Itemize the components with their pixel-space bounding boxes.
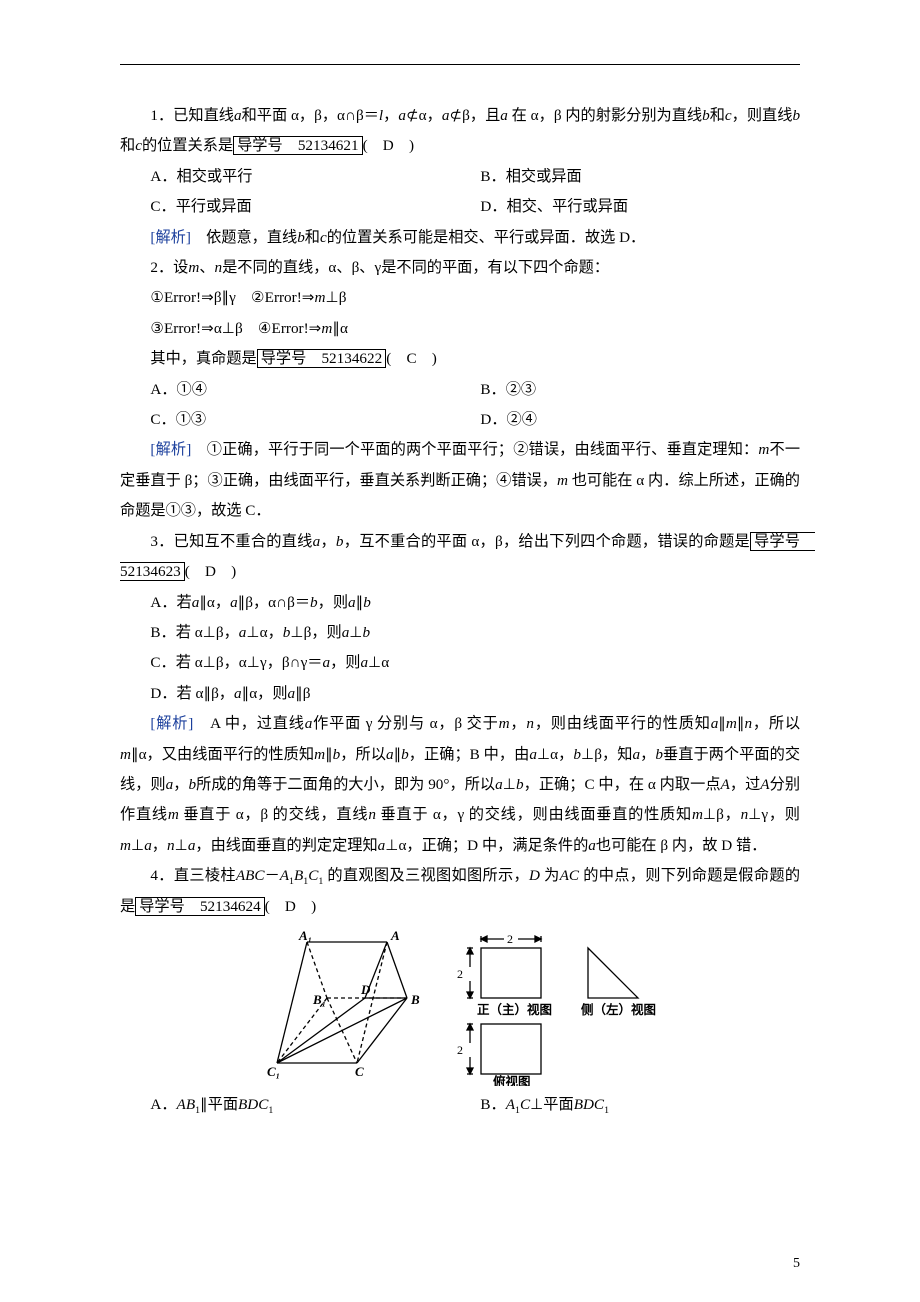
svg-text:B: B (410, 992, 420, 1007)
prism-figure: A₁ A B₁ D B C₁ C (257, 928, 427, 1083)
svg-text:C₁: C₁ (267, 1064, 280, 1079)
q2-opt-b: B．②③ (480, 375, 800, 405)
svg-text:正（主）视图: 正（主）视图 (477, 1002, 552, 1017)
q1-opt-a: A．相交或平行 (120, 162, 480, 192)
svg-text:A: A (390, 928, 400, 943)
q4-figures: A₁ A B₁ D B C₁ C (120, 928, 800, 1086)
q2-line1: ①Error!⇒β∥γ ②Error!⇒m⊥β (120, 283, 800, 313)
content-body: 1．已知直线a和平面 α，β，α∩β＝l，a⊄α，a⊄β，且a 在 α，β 内的… (120, 101, 800, 1121)
q1-analysis: [解析] 依题意，直线b和c的位置关系可能是相交、平行或异面．故选 D． (120, 223, 800, 253)
svg-text:D: D (360, 982, 371, 997)
q4-opt-b: B．A1C⊥平面BDC1 (480, 1090, 800, 1121)
svg-text:2: 2 (507, 932, 513, 946)
q1-opt-d: D．相交、平行或异面 (480, 192, 800, 222)
views-figure: 2 2 2 正（主）视图 侧（左）视图 俯视图 (453, 928, 663, 1086)
q3-opt-b: B．若 α⊥β，a⊥α，b⊥β，则a⊥b (120, 618, 800, 648)
q1-box: 导学号 52134621 (233, 136, 363, 155)
page-number: 5 (793, 1256, 800, 1272)
q4-stem: 4．直三棱柱ABC－A1B1C1 的直观图及三视图如图所示，D 为AC 的中点，… (120, 861, 800, 922)
top-rule (120, 64, 800, 65)
q2-stem: 2．设m、n是不同的直线，α、β、γ是不同的平面，有以下四个命题： (120, 253, 800, 283)
q3-stem: 3．已知互不重合的直线a，b，互不重合的平面 α，β，给出下列四个命题，错误的命… (120, 527, 800, 588)
q1-row1: A．相交或平行 B．相交或异面 (120, 162, 800, 192)
svg-text:A₁: A₁ (298, 928, 312, 943)
svg-text:侧（左）视图: 侧（左）视图 (581, 1002, 656, 1017)
q1-row2: C．平行或异面 D．相交、平行或异面 (120, 192, 800, 222)
analysis-label: [解析] (150, 441, 191, 458)
q4-box: 导学号 52134624 (135, 897, 265, 916)
q2-row2: C．①③ D．②④ (120, 405, 800, 435)
q1-opt-b: B．相交或异面 (480, 162, 800, 192)
q3-opt-a: A．若a∥α，a∥β，α∩β＝b，则a∥b (120, 588, 800, 618)
q2-row1: A．①④ B．②③ (120, 375, 800, 405)
q2-stem2: 其中，真命题是导学号 52134622( C ) (120, 344, 800, 374)
analysis-label: [解析] (150, 229, 191, 246)
q1-opt-c: C．平行或异面 (120, 192, 480, 222)
q2-line2: ③Error!⇒α⊥β ④Error!⇒m∥α (120, 314, 800, 344)
q1-stem: 1．已知直线a和平面 α，β，α∩β＝l，a⊄α，a⊄β，且a 在 α，β 内的… (120, 101, 800, 162)
q2-opt-d: D．②④ (480, 405, 800, 435)
svg-text:2: 2 (457, 967, 463, 981)
q3-opt-d: D．若 α∥β，a∥α，则a∥β (120, 679, 800, 709)
svg-text:俯视图: 俯视图 (493, 1074, 531, 1086)
q3-opt-c: C．若 α⊥β，α⊥γ，β∩γ＝a，则a⊥α (120, 648, 800, 678)
svg-text:2: 2 (457, 1043, 463, 1057)
q2-opt-a: A．①④ (120, 375, 480, 405)
q2-opt-c: C．①③ (120, 405, 480, 435)
q2-box: 导学号 52134622 (257, 349, 387, 368)
page: 1．已知直线a和平面 α，β，α∩β＝l，a⊄α，a⊄β，且a 在 α，β 内的… (0, 0, 920, 1302)
svg-text:C: C (355, 1064, 364, 1079)
q4-opt-a: A．AB1∥平面BDC1 (120, 1090, 480, 1121)
svg-text:B₁: B₁ (312, 992, 326, 1007)
q2-analysis: [解析] ①正确，平行于同一个平面的两个平面平行；②错误，由线面平行、垂直定理知… (120, 435, 800, 526)
q4-row1: A．AB1∥平面BDC1 B．A1C⊥平面BDC1 (120, 1090, 800, 1121)
analysis-label: [解析] (150, 715, 193, 732)
q3-analysis: [解析] A 中，过直线a作平面 γ 分别与 α，β 交于m，n，则由线面平行的… (120, 709, 800, 861)
